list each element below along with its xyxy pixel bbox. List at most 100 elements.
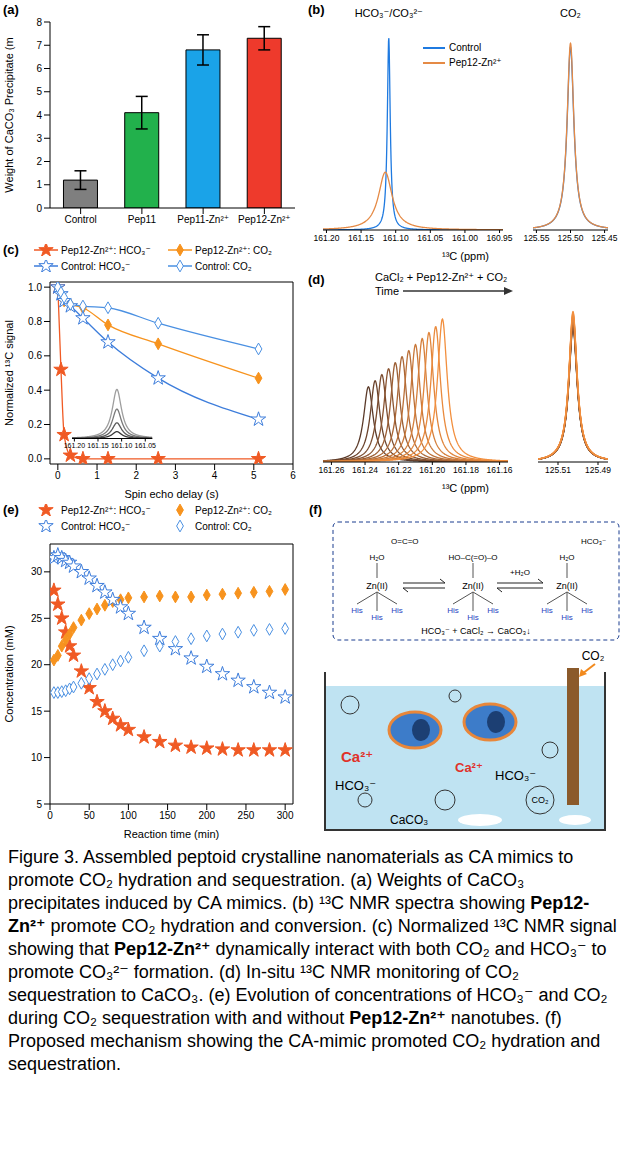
svg-text:CO₂: CO₂ — [560, 7, 581, 19]
svg-text:161.16: 161.16 — [487, 465, 513, 475]
svg-text:His: His — [351, 606, 363, 615]
svg-text:0.4: 0.4 — [28, 385, 42, 396]
svg-text:Zn(II): Zn(II) — [556, 581, 578, 591]
svg-text:1: 1 — [36, 179, 42, 190]
svg-text:Ca²⁺: Ca²⁺ — [455, 760, 483, 775]
svg-text:125.55: 125.55 — [523, 233, 549, 243]
svg-text:161.20: 161.20 — [419, 465, 445, 475]
svg-text:200: 200 — [198, 810, 215, 821]
html-text:(d): (d) — [308, 272, 325, 287]
svg-text:Ca²⁺: Ca²⁺ — [341, 748, 373, 765]
svg-text:2: 2 — [36, 156, 42, 167]
svg-text:5: 5 — [251, 470, 257, 481]
svg-text:20: 20 — [31, 659, 43, 670]
svg-text:161.24: 161.24 — [352, 465, 378, 475]
svg-text:0: 0 — [55, 470, 61, 481]
svg-text:161.00: 161.00 — [452, 233, 478, 243]
svg-text:H₂O: H₂O — [369, 553, 384, 562]
svg-text:161.15: 161.15 — [87, 442, 108, 449]
svg-text:1: 1 — [94, 470, 100, 481]
svg-text:0.0: 0.0 — [28, 453, 42, 464]
svg-text:250: 250 — [238, 810, 255, 821]
svg-text:125.45: 125.45 — [592, 233, 618, 243]
html-text:Figure 3. Assembled peptoid cr: Figure 3. Assembled peptoid crystalline … — [8, 847, 617, 1074]
svg-text:His: His — [391, 606, 403, 615]
svg-text:O=C=O: O=C=O — [391, 537, 419, 546]
html-text:(c): (c) — [3, 242, 19, 257]
svg-text:161.10: 161.10 — [383, 233, 409, 243]
svg-text:161.05: 161.05 — [417, 233, 443, 243]
svg-text:5: 5 — [36, 86, 42, 97]
svg-text:Control: Control — [65, 214, 97, 225]
svg-text:+H₂O: +H₂O — [510, 568, 530, 577]
svg-text:3: 3 — [173, 470, 179, 481]
svg-text:6: 6 — [290, 470, 296, 481]
svg-text:160.95: 160.95 — [487, 233, 513, 243]
svg-text:(f): (f) — [309, 502, 322, 517]
svg-text:10: 10 — [31, 752, 43, 763]
svg-text:125.49: 125.49 — [585, 465, 611, 475]
svg-text:5: 5 — [36, 799, 42, 810]
svg-text:161.22: 161.22 — [386, 465, 412, 475]
svg-text:0.6: 0.6 — [28, 350, 42, 361]
svg-text:1.0: 1.0 — [28, 282, 42, 293]
svg-text:0: 0 — [36, 203, 42, 214]
svg-text:Normalized ¹³C signal: Normalized ¹³C signal — [3, 320, 15, 426]
svg-text:125.50: 125.50 — [558, 233, 584, 243]
svg-text:150: 150 — [159, 810, 176, 821]
svg-text:HCO₃⁻ + CaCl₂ → CaCO₃↓: HCO₃⁻ + CaCl₂ → CaCO₃↓ — [421, 626, 530, 636]
svg-text:Concentration (mM): Concentration (mM) — [3, 625, 15, 722]
html-text:(b): (b) — [308, 2, 325, 17]
svg-text:161.18: 161.18 — [453, 465, 479, 475]
svg-text:Zn(II): Zn(II) — [366, 581, 388, 591]
svg-text:0: 0 — [47, 810, 53, 821]
svg-text:Pep12-Zn²⁺: Pep12-Zn²⁺ — [238, 214, 291, 225]
svg-text:His: His — [581, 606, 593, 615]
svg-text:CO₂: CO₂ — [532, 795, 550, 805]
svg-text:HO–C(=O)–O: HO–C(=O)–O — [448, 553, 497, 562]
svg-text:8: 8 — [36, 17, 42, 28]
svg-text:6: 6 — [36, 63, 42, 74]
svg-text:Reaction time (min): Reaction time (min) — [124, 828, 219, 840]
svg-text:0.2: 0.2 — [28, 419, 42, 430]
svg-text:161.26: 161.26 — [318, 465, 344, 475]
svg-text:Spin echo delay (s): Spin echo delay (s) — [124, 488, 218, 500]
svg-text:4: 4 — [36, 110, 42, 121]
svg-text:HCO₃⁻: HCO₃⁻ — [335, 778, 376, 793]
svg-text:0.8: 0.8 — [28, 316, 42, 327]
svg-text:161.20: 161.20 — [313, 233, 339, 243]
svg-text:50: 50 — [84, 810, 96, 821]
svg-text:HCO₃⁻: HCO₃⁻ — [581, 537, 606, 546]
svg-text:CaCO₃: CaCO₃ — [390, 813, 428, 827]
svg-text:125.51: 125.51 — [545, 465, 571, 475]
svg-text:Pep11: Pep11 — [128, 214, 157, 225]
svg-text:His: His — [447, 606, 459, 615]
html-text:(e): (e) — [3, 502, 19, 517]
svg-text:30: 30 — [31, 566, 43, 577]
svg-text:HCO₃⁻: HCO₃⁻ — [495, 768, 536, 783]
svg-text:His: His — [487, 606, 499, 615]
svg-text:161.20: 161.20 — [63, 442, 84, 449]
svg-text:7: 7 — [36, 40, 42, 51]
svg-text:25: 25 — [31, 613, 43, 624]
svg-text:His: His — [541, 606, 553, 615]
svg-text:H₂O: H₂O — [559, 553, 574, 562]
svg-text:300: 300 — [277, 810, 294, 821]
svg-text:His: His — [371, 613, 383, 622]
svg-text:100: 100 — [120, 810, 137, 821]
svg-text:His: His — [561, 613, 573, 622]
svg-text:3: 3 — [36, 133, 42, 144]
svg-text:Zn(II): Zn(II) — [462, 581, 484, 591]
html-text:(a): (a) — [3, 2, 19, 17]
svg-text:HCO₃⁻/CO₃²⁻: HCO₃⁻/CO₃²⁻ — [355, 7, 423, 19]
svg-text:Weight of CaCO₃ Precipitate (m: Weight of CaCO₃ Precipitate (m — [3, 37, 15, 192]
svg-text:4: 4 — [212, 470, 218, 481]
svg-text:161.10: 161.10 — [110, 442, 131, 449]
svg-text:His: His — [467, 613, 479, 622]
svg-text:161.05: 161.05 — [134, 442, 155, 449]
svg-text:CO₂: CO₂ — [582, 649, 605, 663]
svg-text:15: 15 — [31, 706, 43, 717]
svg-text:Pep11-Zn²⁺: Pep11-Zn²⁺ — [177, 214, 229, 225]
svg-text:2: 2 — [133, 470, 139, 481]
svg-text:161.15: 161.15 — [348, 233, 374, 243]
